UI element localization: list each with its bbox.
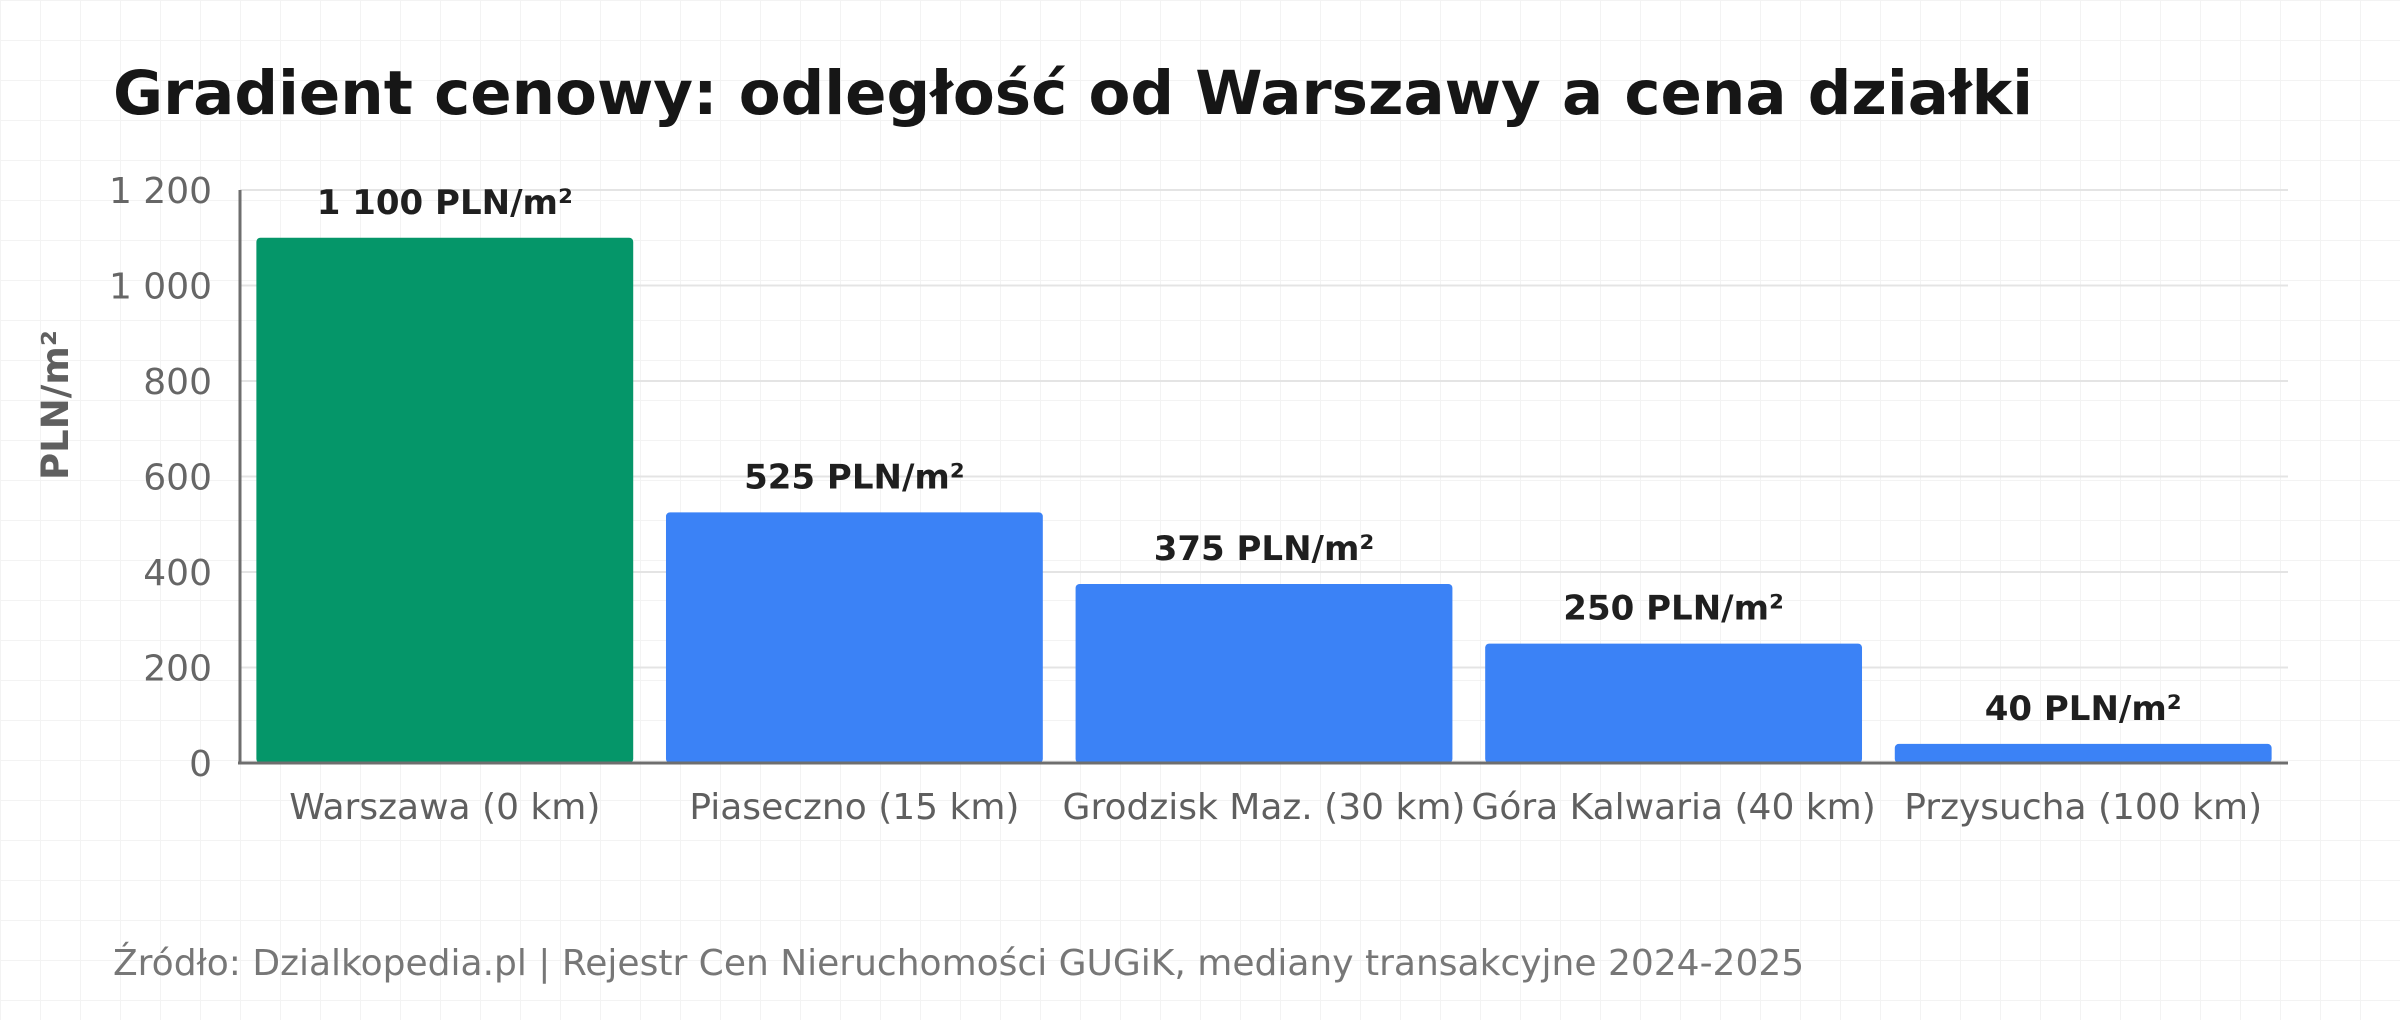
y-tick-label: 400	[143, 553, 212, 594]
y-tick-label: 600	[143, 458, 212, 499]
y-tick-label: 1 200	[109, 171, 212, 212]
x-tick-label: Góra Kalwaria (40 km)	[1471, 787, 1875, 828]
x-tick-label: Grodzisk Maz. (30 km)	[1063, 787, 1466, 828]
y-axis-label: PLN/m²	[34, 330, 77, 480]
x-axis-ticks: Warszawa (0 km) Piaseczno (15 km) Grodzisk…	[289, 787, 2262, 828]
bar	[665, 512, 1043, 763]
data-label: 250 PLN/m²	[1563, 589, 1784, 629]
y-axis-ticks: 0 200 400 600 800 1 000 1 200	[109, 171, 212, 785]
bar	[1075, 583, 1453, 763]
data-label: 1 100 PLN/m²	[317, 183, 573, 223]
x-tick-label: Piaseczno (15 km)	[689, 787, 1019, 828]
bars	[256, 237, 2272, 763]
y-tick-label: 1 000	[109, 267, 212, 308]
y-tick-label: 800	[143, 362, 212, 403]
y-tick-label: 200	[143, 649, 212, 690]
y-tick-label: 0	[189, 744, 212, 785]
bar	[1485, 643, 1863, 763]
data-labels: 1 100 PLN/m² 525 PLN/m² 375 PLN/m² 250 PLN/…	[317, 183, 2182, 729]
bar	[256, 237, 634, 763]
data-label: 525 PLN/m²	[744, 457, 965, 497]
source-note: Źródło: Dzialkopedia.pl | Rejestr Cen Ni…	[113, 942, 1804, 984]
chart-title: Gradient cenowy: odległość od Warszawy a…	[113, 58, 2033, 129]
x-tick-label: Przysucha (100 km)	[1904, 787, 2262, 828]
bar	[1894, 743, 2272, 763]
data-label: 40 PLN/m²	[1985, 689, 2182, 729]
data-label: 375 PLN/m²	[1154, 529, 1375, 569]
x-tick-label: Warszawa (0 km)	[289, 787, 600, 828]
